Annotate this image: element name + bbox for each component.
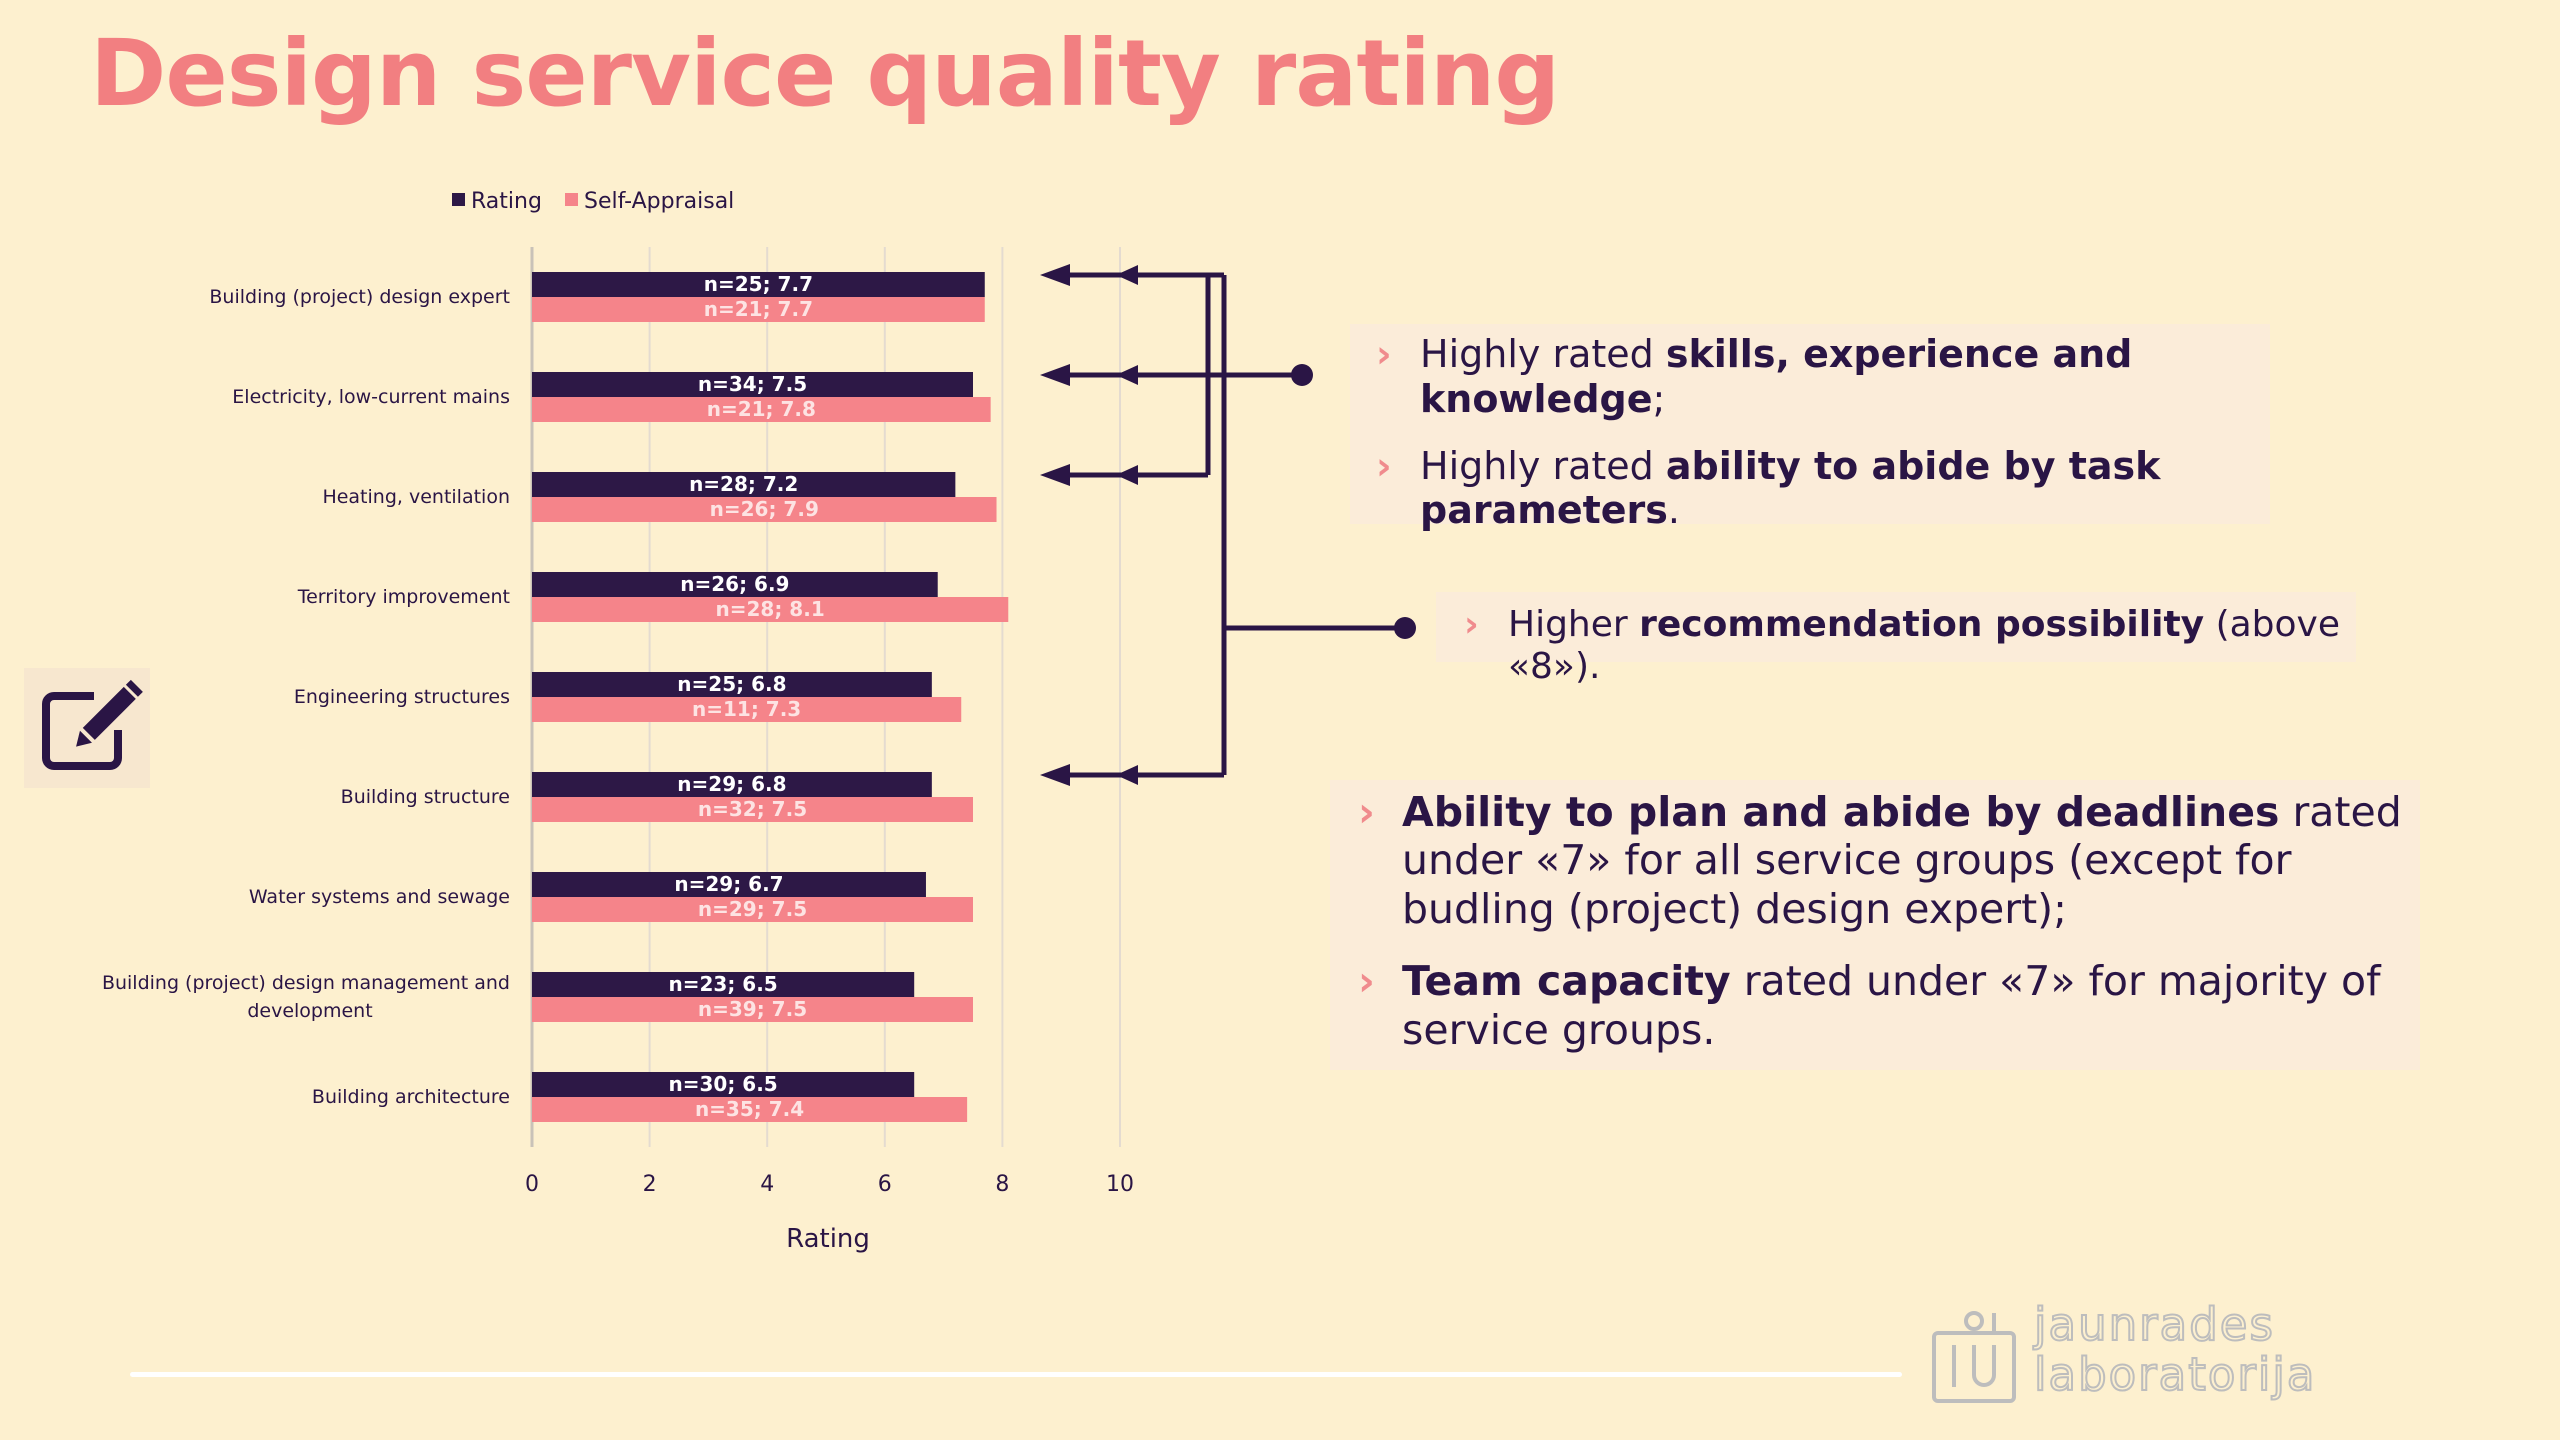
self-appraisal-bar — [532, 897, 973, 922]
self-appraisal-bar — [532, 397, 991, 422]
rating-bar — [532, 1072, 915, 1097]
x-tick-labels: 0 2 4 6 8 10 — [525, 1172, 1134, 1197]
bar-data-label: n=34; 7.5 — [698, 372, 807, 396]
bullet-task-parameters: › Highly rated ability to abide by task … — [1376, 443, 2161, 533]
x-tick-label: 0 — [525, 1172, 539, 1197]
arrowhead — [1116, 265, 1138, 285]
rating-bar — [532, 472, 956, 497]
footer-divider — [130, 1372, 1902, 1377]
arrowhead — [1116, 365, 1138, 385]
bar-data-label: n=29; 7.5 — [698, 897, 807, 921]
arrowhead — [1040, 364, 1070, 386]
category-label: Engineering structures — [294, 686, 510, 708]
bar-data-label: n=25; 7.7 — [704, 272, 813, 296]
x-tick-label: 2 — [643, 1172, 657, 1197]
connector-dot — [1291, 364, 1313, 386]
legend-label: Self-Appraisal — [584, 189, 734, 214]
self-appraisal-bar — [532, 497, 997, 522]
bar-data-label: n=39; 7.5 — [698, 997, 807, 1021]
bullet-chevron-icon: › — [1376, 332, 1392, 376]
category-label: Building (project) design management and… — [102, 972, 510, 1022]
x-tick-label: 8 — [995, 1172, 1009, 1197]
category-label: Building (project) design expert — [209, 286, 510, 308]
chart-legend: Rating Self-Appraisal — [452, 189, 734, 214]
rating-bar — [532, 772, 932, 797]
category-label: Water systems and sewage — [249, 886, 510, 908]
arrowhead — [1116, 765, 1138, 785]
legend-swatch — [452, 193, 465, 206]
edit-icon — [42, 679, 143, 770]
self-appraisal-bar — [532, 997, 973, 1022]
bullet-chevron-icon: › — [1464, 604, 1479, 645]
bar-data-label: n=28; 8.1 — [716, 597, 825, 621]
rating-bar — [532, 372, 973, 397]
bar-data-label: n=25; 6.8 — [677, 672, 786, 696]
arrowhead — [1040, 464, 1070, 486]
category-label: Territory improvement — [297, 586, 510, 608]
weaknesses-panel: › Ability to plan and abide by deadlines… — [1330, 780, 2420, 1070]
logo-text: jaunrades laboratorija — [2033, 1298, 2317, 1401]
recommendation-panel: › Higher recommendation possibility (abo… — [1436, 592, 2356, 687]
x-tick-label: 4 — [760, 1172, 774, 1197]
legend-swatch — [565, 193, 578, 206]
bar-data-label: n=21; 7.7 — [704, 297, 813, 321]
connector-arrows — [1040, 264, 1416, 786]
chart-bars: n=25; 7.7n=21; 7.7 n=34; 7.5n=21; 7.8 n=28… — [532, 272, 1009, 1122]
bar-data-label: n=26; 6.9 — [680, 572, 789, 596]
bullet-skills: › Highly rated skills, experience and kn… — [1376, 332, 2133, 421]
self-appraisal-bar — [532, 597, 1009, 622]
self-appraisal-bar — [532, 697, 962, 722]
x-tick-label: 6 — [878, 1172, 892, 1197]
bar-data-label: n=23; 6.5 — [668, 972, 777, 996]
bullet-chevron-icon: › — [1376, 443, 1392, 488]
bar-data-label: n=11; 7.3 — [692, 697, 801, 721]
x-axis-label: Rating — [786, 1224, 870, 1254]
bar-data-label: n=32; 7.5 — [698, 797, 807, 821]
connector-dot — [1394, 617, 1416, 639]
edit-button[interactable] — [24, 668, 150, 788]
bullet-recommendation: › Higher recommendation possibility (abo… — [1464, 604, 2341, 688]
category-labels: Building (project) design expert Electric… — [102, 286, 510, 1108]
bar-data-label: n=28; 7.2 — [689, 472, 798, 496]
arrowhead — [1040, 764, 1070, 786]
category-label: Building architecture — [312, 1086, 510, 1108]
page-title: Design service quality rating — [90, 20, 1560, 127]
bullet-deadlines: › Ability to plan and abide by deadlines… — [1358, 788, 2402, 933]
highlights-panel: › Highly rated skills, experience and kn… — [1350, 324, 2270, 532]
bar-data-label: n=30; 6.5 — [668, 1072, 777, 1096]
bar-data-label: n=21; 7.8 — [707, 397, 816, 421]
rating-bar — [532, 972, 915, 997]
bar-data-label: n=29; 6.8 — [677, 772, 786, 796]
arrowhead — [1040, 264, 1070, 286]
legend-label: Rating — [471, 189, 542, 214]
rating-bar — [532, 272, 985, 297]
bar-data-label: n=35; 7.4 — [695, 1097, 804, 1121]
bar-data-label: n=29; 6.7 — [674, 872, 783, 896]
category-label: Building structure — [341, 786, 510, 808]
bullet-team-capacity: › Team capacity rated under «7» for majo… — [1358, 957, 2381, 1054]
bullet-chevron-icon: › — [1358, 788, 1375, 836]
x-tick-label: 10 — [1106, 1172, 1134, 1197]
rating-bar — [532, 672, 932, 697]
rating-bar — [532, 572, 938, 597]
self-appraisal-bar — [532, 297, 985, 322]
bar-data-label: n=26; 7.9 — [710, 497, 819, 521]
category-label: Electricity, low-current mains — [232, 386, 510, 408]
arrowhead — [1116, 465, 1138, 485]
bullet-chevron-icon: › — [1358, 957, 1375, 1006]
logo-icon — [1932, 1311, 2016, 1403]
self-appraisal-bar — [532, 797, 973, 822]
self-appraisal-bar — [532, 1097, 968, 1122]
rating-bar — [532, 872, 926, 897]
category-label: Heating, ventilation — [322, 486, 510, 508]
